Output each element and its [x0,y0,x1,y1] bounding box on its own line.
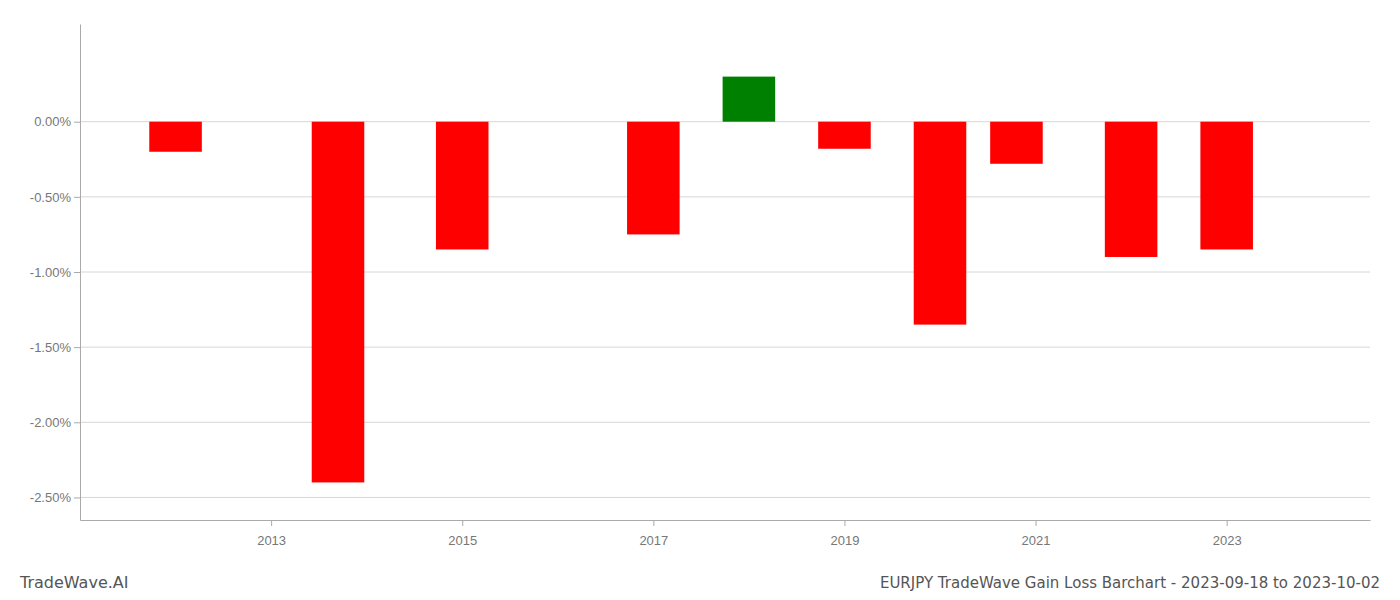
y-tick: 0.00% [34,114,80,129]
y-tick-label: -1.00% [30,265,72,280]
bar [990,122,1043,164]
bar [723,77,776,122]
y-tick-label: 0.00% [34,114,71,129]
bar [914,122,967,325]
bar [1200,122,1253,250]
bar [436,122,489,250]
x-axis: 2013 2015 2017 2019 2021 2023 [81,520,1371,548]
watermark: TradeWave.AI [19,573,128,592]
x-tick: 2017 [639,520,668,548]
y-tick-label: -2.50% [30,490,72,505]
x-tick-mark [462,520,463,526]
x-tick-label: 2019 [830,533,859,548]
x-axis-line [81,520,1371,521]
y-tick-mark [74,422,80,423]
y-tick: -1.50% [30,340,80,355]
y-tick: -0.50% [30,190,80,205]
bar [627,122,680,235]
bar [312,122,365,483]
grid-line [80,422,1370,423]
x-tick-label: 2021 [1022,533,1051,548]
bar [149,122,202,152]
y-tick-label: -0.50% [30,190,72,205]
grid-line [80,347,1370,348]
y-tick-label: -2.00% [30,415,72,430]
x-tick-mark [1227,520,1228,526]
x-tick-label: 2013 [257,533,286,548]
title: EURJPY TradeWave Gain Loss Barchart - 20… [880,574,1380,592]
x-tick-label: 2023 [1213,533,1242,548]
grid [80,122,1370,498]
grid-line [80,196,1370,197]
bar [818,122,871,149]
x-tick-mark [844,520,845,526]
x-tick-mark [653,520,654,526]
y-tick-mark [74,122,80,123]
x-tick-label: 2017 [639,533,668,548]
bars [149,77,1253,483]
y-tick-mark [74,347,80,348]
y-tick-mark [74,272,80,273]
grid-line [80,272,1370,273]
y-tick: -1.00% [30,265,80,280]
grid-line [80,497,1370,498]
chart: -2.50%-2.00%-1.50%-1.00%-0.50%0.00%20132… [0,0,1400,600]
y-tick-label: -1.50% [30,340,72,355]
x-tick: 2013 [257,520,286,548]
y-tick-mark [74,197,80,198]
y-axis-line [80,25,81,521]
x-tick: 2023 [1213,520,1242,548]
x-tick-label: 2015 [448,533,477,548]
y-tick: -2.00% [30,415,80,430]
y-tick: -2.50% [30,490,80,505]
x-tick: 2021 [1022,520,1051,548]
x-tick: 2015 [448,520,477,548]
plot: -2.50%-2.00%-1.50%-1.00%-0.50%0.00%20132… [30,25,1371,548]
x-tick: 2019 [830,520,859,548]
bar [1105,122,1158,257]
y-axis: -2.50% -2.00% -1.50% -1.00% -0.50% 0.00% [30,25,81,521]
x-tick-mark [271,520,272,526]
x-tick-mark [1036,520,1037,526]
y-tick-mark [74,497,80,498]
